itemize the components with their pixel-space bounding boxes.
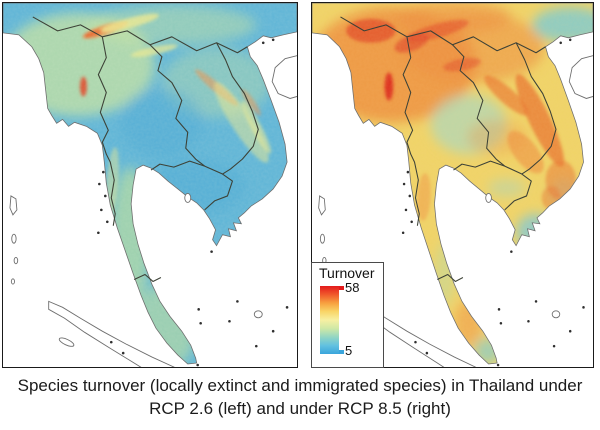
legend-min-label: 5	[345, 343, 353, 358]
legend-colorbar	[320, 286, 344, 354]
caption-line-2: RCP 2.6 (left) and under RCP 8.5 (right)	[149, 399, 451, 418]
legend-max-label: 58	[345, 280, 360, 295]
legend-box: Turnover 58 5	[311, 262, 384, 368]
legend-title: Turnover	[319, 265, 375, 281]
caption-line-1: Species turnover (locally extinct and im…	[17, 376, 583, 395]
legend-tick-max	[339, 286, 344, 290]
map-panel-rcp85: Turnover 58 5	[311, 2, 594, 368]
figure-caption: Species turnover (locally extinct and im…	[0, 374, 600, 420]
legend-tick-min	[339, 350, 344, 354]
map-rcp26-svg	[3, 3, 297, 367]
map-panel-rcp26	[2, 2, 298, 368]
